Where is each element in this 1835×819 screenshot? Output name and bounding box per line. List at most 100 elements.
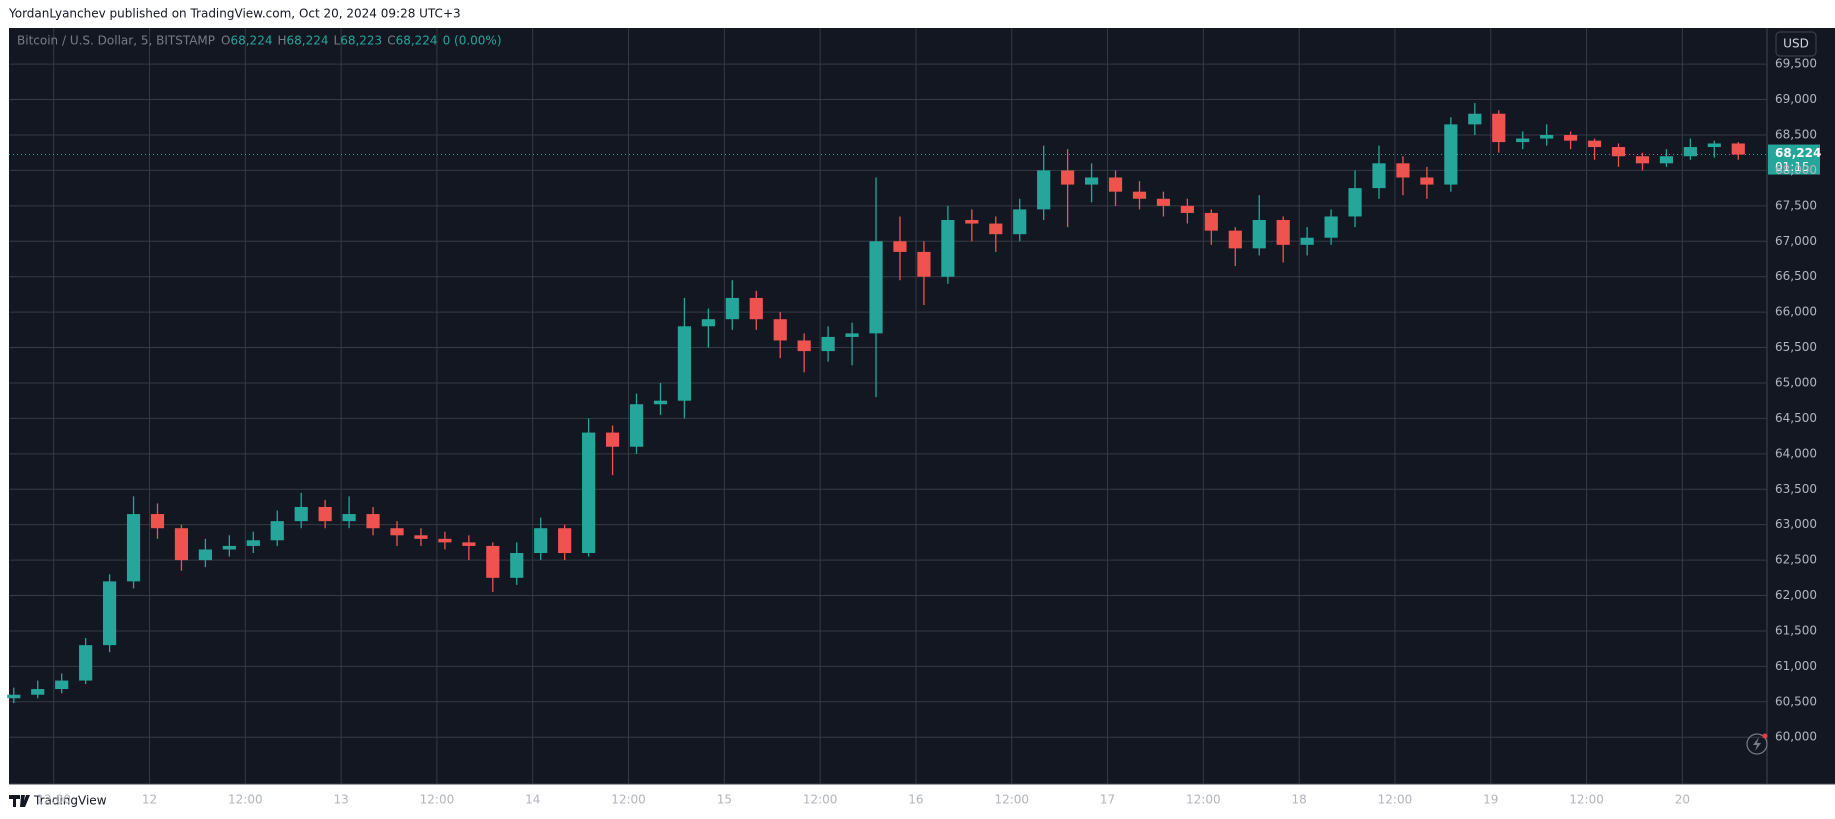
candle-body <box>103 581 117 646</box>
candle-body <box>366 514 380 529</box>
candle-body <box>1564 134 1578 141</box>
y-tick-label: 60,000 <box>1775 730 1817 744</box>
candle-body <box>174 528 189 561</box>
candle-body <box>1132 191 1147 199</box>
candle-body <box>917 251 931 277</box>
grid <box>9 28 1767 784</box>
candle-body <box>222 545 236 550</box>
candle-body <box>1037 170 1051 210</box>
candle-body <box>1204 212 1218 231</box>
candle-body <box>1635 156 1650 164</box>
candle-body <box>1659 156 1673 164</box>
x-tick-label: 18 <box>1292 793 1307 807</box>
last-price-label: 68,224 <box>1775 146 1821 160</box>
candle-body <box>1108 177 1123 192</box>
x-tick-label: 12:00 <box>1378 793 1413 807</box>
y-tick-label: 61,500 <box>1775 623 1817 637</box>
y-tick-label: 60,500 <box>1775 694 1817 708</box>
candle-body <box>1492 113 1506 143</box>
candle-body <box>510 553 524 578</box>
candle-body <box>1348 188 1362 217</box>
candle-body <box>845 333 859 337</box>
x-tick-label: 12 <box>142 793 157 807</box>
candle-body <box>1013 209 1027 235</box>
x-tick-label: 12:00 <box>803 793 838 807</box>
candle-body <box>558 528 572 554</box>
y-tick-label: 61,000 <box>1775 659 1817 673</box>
x-tick-label: 12:00 <box>1186 793 1221 807</box>
notification-dot <box>1762 733 1768 739</box>
candle-body <box>1516 138 1530 143</box>
legend-value: 68,224 <box>396 34 438 48</box>
candles <box>7 103 1745 704</box>
candle-body <box>1228 230 1242 249</box>
candle-body <box>1540 134 1554 139</box>
candle-body <box>270 521 284 541</box>
y-tick-label: 69,000 <box>1775 92 1817 106</box>
y-tick-label: 64,000 <box>1775 446 1817 460</box>
candle-body <box>1420 177 1434 185</box>
x-tick-label: 14 <box>525 793 540 807</box>
candle-body <box>677 326 692 401</box>
y-tick-label: 69,500 <box>1775 57 1817 71</box>
y-tick-label: 68,500 <box>1775 127 1817 141</box>
legend-key: O <box>221 34 230 48</box>
candle-body <box>1084 177 1099 185</box>
y-tick-label: 64,500 <box>1775 411 1817 425</box>
currency-button[interactable] <box>1775 31 1817 57</box>
candle-body <box>31 689 45 695</box>
candle-body <box>486 545 500 578</box>
candle-body <box>821 336 835 352</box>
candle-body <box>1276 220 1290 245</box>
candle-body <box>1372 163 1386 189</box>
candle-body <box>390 528 404 536</box>
x-tick-label: 16 <box>908 793 923 807</box>
candle-body <box>414 535 428 539</box>
candle-body <box>534 528 548 554</box>
legend-key: C <box>387 34 395 48</box>
candle-body <box>605 432 620 447</box>
candle-body <box>869 241 883 334</box>
y-tick-label: 67,000 <box>1775 234 1817 248</box>
candle-body <box>1468 113 1482 125</box>
candle-body <box>989 223 1003 235</box>
y-tick-label: 63,000 <box>1775 517 1817 531</box>
y-tick-label: 67,500 <box>1775 198 1817 212</box>
candle-body <box>1180 205 1194 213</box>
candle-body <box>1587 140 1602 148</box>
candle-body <box>55 680 69 690</box>
candle-body <box>318 506 332 522</box>
y-tick-label: 66,500 <box>1775 269 1817 283</box>
footer-brand: TradingView <box>33 794 107 808</box>
candle-body <box>749 297 763 320</box>
x-tick-label: 12:00 <box>420 793 455 807</box>
candle-body <box>198 549 212 561</box>
lightning-button[interactable] <box>1746 733 1768 755</box>
candle-body <box>1707 143 1721 148</box>
candle-body <box>1252 220 1266 249</box>
chart-background <box>9 28 1835 784</box>
last-price-box <box>1768 144 1820 175</box>
candle-body <box>893 241 907 252</box>
y-tick-label: 65,500 <box>1775 340 1817 354</box>
y-tick-label: 66,000 <box>1775 305 1817 319</box>
countdown-label: 01:15 <box>1775 160 1810 174</box>
x-tick-label: 12:00 <box>994 793 1029 807</box>
candle-body <box>126 514 141 582</box>
candle-body <box>797 340 811 352</box>
x-tick-label: 13 <box>333 793 348 807</box>
x-tick-label: 15 <box>717 793 732 807</box>
x-tick-label: 12:00 <box>1569 793 1604 807</box>
legend-value: 68,224 <box>230 34 272 48</box>
publisher-line: YordanLyanchev published on TradingView.… <box>8 7 461 21</box>
x-tick-label: 20 <box>1675 793 1690 807</box>
y-tick-label: 65,000 <box>1775 375 1817 389</box>
x-tick-label: 12:00 <box>228 793 263 807</box>
x-tick-label: 12:00 <box>36 793 71 807</box>
candle-body <box>725 297 739 320</box>
candle-body <box>342 514 356 522</box>
candle-body <box>462 542 476 546</box>
candle-body <box>1324 216 1338 238</box>
x-tick-label: 19 <box>1483 793 1498 807</box>
